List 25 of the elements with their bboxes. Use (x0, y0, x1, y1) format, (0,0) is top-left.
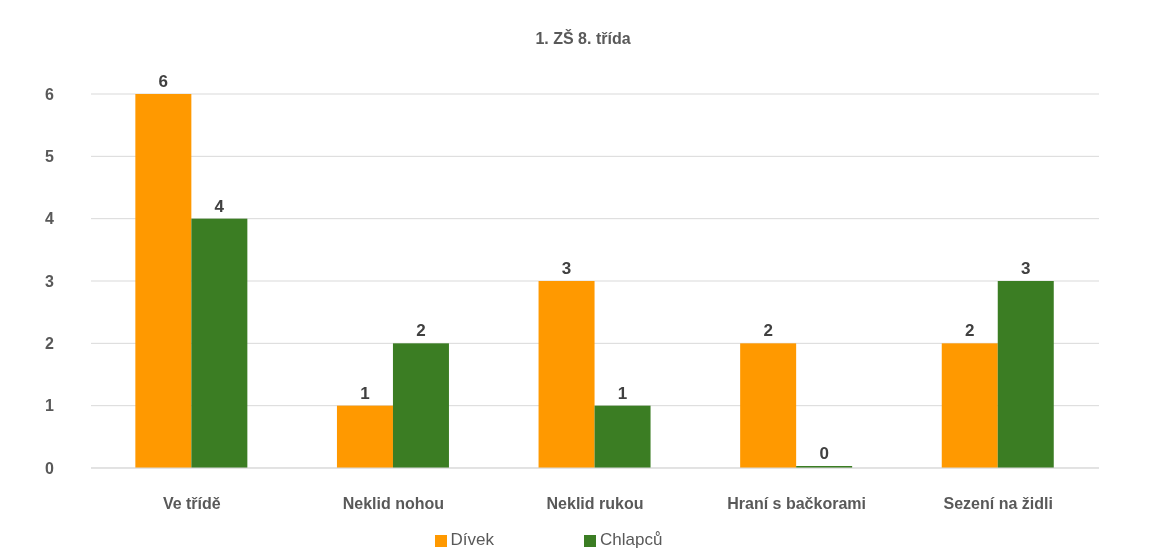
data-label: 0 (819, 444, 829, 463)
y-tick-label: 1 (45, 397, 55, 415)
x-tick-label: Hraní s bačkorami (727, 495, 866, 513)
data-label: 2 (416, 321, 426, 341)
y-tick-label: 6 (45, 85, 55, 103)
legend-label: Dívek (450, 530, 495, 549)
data-label: 3 (561, 259, 572, 278)
x-tick-label: Ve třídě (162, 495, 221, 513)
data-label: 2 (763, 321, 773, 341)
data-label: 2 (965, 321, 975, 341)
data-label: 6 (158, 72, 169, 91)
x-tick-label: Neklid rukou (546, 495, 644, 513)
y-tick-label: 2 (45, 335, 55, 353)
x-tick-label: Neklid nohou (342, 495, 445, 513)
y-tick-label: 4 (45, 210, 55, 228)
chart-title: 1. ZŠ 8. třída (535, 30, 631, 48)
y-tick-label: 0 (45, 459, 55, 477)
data-label: 1 (360, 383, 370, 403)
y-tick-label: 3 (45, 272, 55, 290)
legend-label: Chlapců (600, 530, 663, 549)
data-label: 1 (617, 383, 628, 403)
data-label: 3 (1021, 259, 1031, 278)
y-tick-label: 5 (45, 148, 55, 166)
data-label: 4 (214, 196, 225, 216)
x-tick-label: Sezení na židli (943, 495, 1053, 513)
